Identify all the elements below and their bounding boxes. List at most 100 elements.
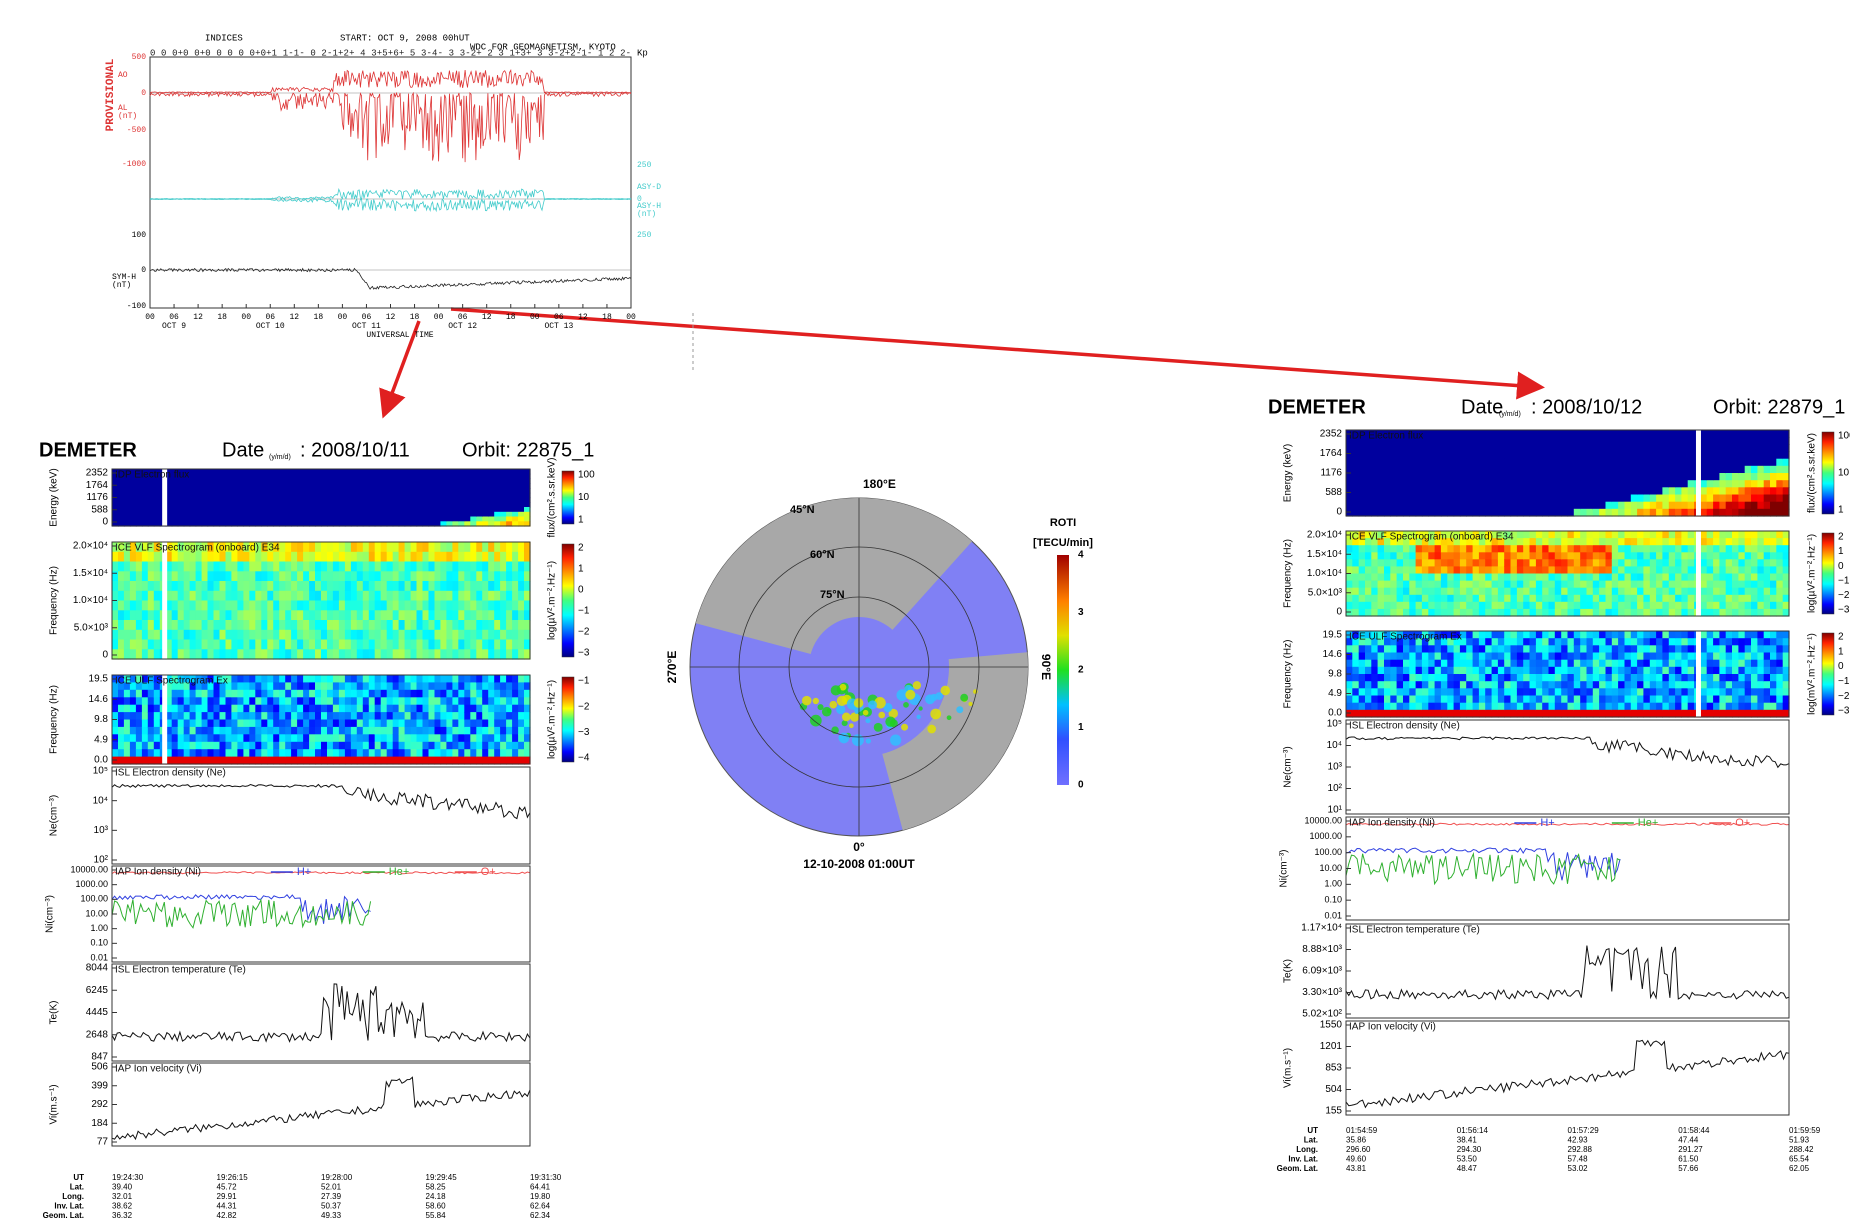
spectrogram-cell [130, 720, 137, 728]
spectrogram-cell [1485, 452, 1492, 460]
spectrogram-cell [429, 734, 436, 742]
spectrogram-cell [1441, 480, 1448, 488]
spectrogram-cell [1549, 674, 1556, 682]
spectrogram-cell [1447, 667, 1454, 675]
spectrogram-cell [231, 682, 238, 690]
spectrogram-cell [482, 479, 489, 484]
spectrogram-cell [214, 469, 221, 474]
spectrogram-cell [458, 502, 465, 507]
spectrogram-cell [440, 552, 447, 562]
spectrogram-cell [190, 581, 197, 591]
spectrogram-cell [1561, 588, 1568, 596]
spectrogram-cell [464, 581, 471, 591]
spectrogram-cell [1384, 566, 1391, 574]
spectrogram-cell [488, 512, 495, 517]
spectrogram-cell [518, 601, 525, 611]
spectrogram-cell [423, 720, 430, 728]
spectrogram-cell [130, 571, 137, 581]
spectrogram-cell [381, 474, 388, 479]
spectrogram-cell [1561, 602, 1568, 610]
spectrogram-cell [1561, 681, 1568, 689]
spectrogram-cell [142, 512, 149, 517]
spectrogram-cell [518, 493, 525, 498]
spectrogram-cell [154, 562, 161, 572]
spectrogram-cell [1568, 430, 1575, 438]
spectrogram-cell [363, 640, 370, 650]
spectrogram-cell [1732, 559, 1739, 567]
spectrogram-cell [1719, 459, 1726, 467]
spectrogram-cell [405, 488, 412, 493]
spectrogram-cell [429, 542, 436, 552]
spectrogram-cell [184, 649, 191, 659]
spectrogram-cell [279, 697, 286, 705]
spectrogram-cell [255, 498, 262, 503]
spectrogram-cell [363, 749, 370, 757]
spectrogram-cell [1719, 502, 1726, 510]
spectrogram-cell [297, 601, 304, 611]
spectrogram-cell [1580, 459, 1587, 467]
spectrogram-cell [1681, 581, 1688, 589]
spectrogram-cell [1561, 660, 1568, 668]
spectrogram-cell [1650, 581, 1657, 589]
spectrogram-cell [1454, 645, 1461, 653]
spectrogram-cell [178, 591, 185, 601]
spectrogram-cell [1479, 631, 1486, 639]
spectrogram-cell [1428, 602, 1435, 610]
spectrogram-cell [1460, 667, 1467, 675]
spectrogram-cell [291, 571, 298, 581]
spectrogram-cell [1580, 552, 1587, 560]
spectrogram-cell [339, 742, 346, 750]
spectrogram-cell [220, 562, 227, 572]
spectrogram-cell [1530, 566, 1537, 574]
spectrogram-cell [1428, 681, 1435, 689]
spectrogram-cell [1536, 480, 1543, 488]
spectrogram-cell [315, 742, 322, 750]
spectrogram-cell [285, 483, 292, 488]
spectrogram-cell [423, 705, 430, 713]
spectrogram-cell [297, 630, 304, 640]
spectrogram-cell [464, 601, 471, 611]
spectrogram-cell [429, 512, 436, 517]
spectrogram-cell [1403, 566, 1410, 574]
spectrogram-cell [124, 649, 131, 659]
spectrogram-cell [1416, 703, 1423, 711]
spectrogram-cell [1707, 595, 1714, 603]
spectrogram-cell [1574, 660, 1581, 668]
spectrogram-cell [1397, 466, 1404, 474]
spectrogram-cell [1656, 595, 1663, 603]
spectrogram-cell [148, 720, 155, 728]
spectrogram-cell [506, 493, 513, 498]
spectrogram-cell [1485, 638, 1492, 646]
spectrogram-cell [1549, 531, 1556, 539]
spectrogram-cell [512, 517, 519, 522]
spectrogram-cell [1485, 710, 1492, 718]
spectrogram-cell [1530, 638, 1537, 646]
spectrogram-cell [405, 601, 412, 611]
spectrogram-cell [1675, 430, 1682, 438]
spectrogram-cell [1441, 609, 1448, 617]
spectrogram-cell [202, 581, 209, 591]
spectrogram-cell [1757, 459, 1764, 467]
spectrogram-cell [124, 498, 131, 503]
spectrogram-cell [500, 630, 507, 640]
spectrogram-cell [476, 483, 483, 488]
spectrogram-cell [1650, 502, 1657, 510]
spectrogram-cell [1631, 430, 1638, 438]
spectrogram-cell [446, 552, 453, 562]
spectrogram-cell [1498, 495, 1505, 503]
spectrogram-cell [172, 690, 179, 698]
spectrogram-cell [1669, 552, 1676, 560]
spectrogram-cell [381, 601, 388, 611]
spectrogram-cell [1397, 595, 1404, 603]
spectrogram-cell [303, 591, 310, 601]
spectrogram-cell [1770, 452, 1777, 460]
y-axis-label: Energy (keV) [1283, 444, 1294, 502]
spectrogram-cell [476, 742, 483, 750]
spectrogram-cell [417, 682, 424, 690]
spectrogram-cell [411, 610, 418, 620]
spectrogram-cell [124, 493, 131, 498]
spectrogram-cell [387, 610, 394, 620]
spectrogram-cell [1359, 645, 1366, 653]
spectrogram-cell [351, 512, 358, 517]
spectrogram-cell [1511, 631, 1518, 639]
